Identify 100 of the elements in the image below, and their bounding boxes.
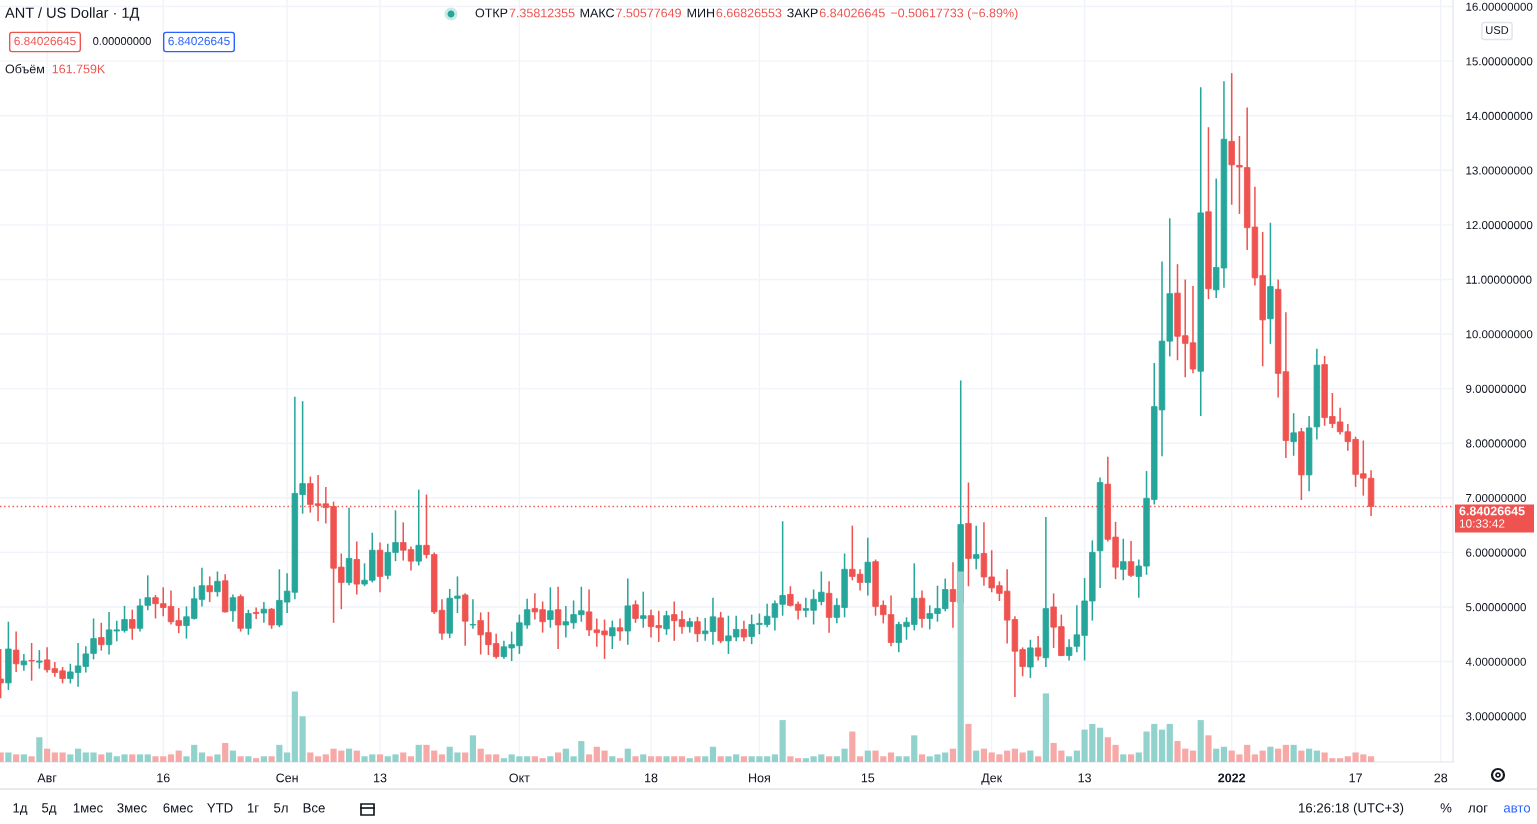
bar [647,756,655,762]
bar [314,756,322,762]
y-tick-label: 5.00000000 [1465,603,1526,612]
text: 10:33:42 [1459,519,1505,528]
bar [1120,754,1127,762]
bar [237,756,244,762]
candlestick [36,649,43,670]
chart-title: ANT / US Dollar · 1Д [5,7,140,21]
candlestick [415,488,422,567]
bar [167,754,175,762]
bar [678,756,686,762]
candlestick [260,601,268,624]
candlestick [632,599,639,624]
bar [407,756,415,762]
bar [795,758,802,762]
y-tick-label: 14.00000000 [1466,111,1533,121]
bar [5,752,12,762]
candlestick [20,653,28,672]
bar [1213,748,1220,762]
candlestick [1027,638,1034,679]
annotation: 6.84026645 [168,36,230,46]
bar [609,756,616,762]
bar [655,756,662,762]
bar [740,756,748,762]
candlestick [663,610,670,636]
annotation: 6.66826553 [716,8,782,18]
annotation: 7.50577649 [616,8,681,18]
bar [1066,756,1073,762]
candlestick [740,619,748,643]
bar [1220,746,1228,762]
bar [20,754,27,762]
bar [1158,729,1166,762]
bar [1197,720,1204,762]
bar [276,744,283,762]
text: 6мес [163,803,193,813]
candlestick [12,630,20,673]
bar [245,756,252,762]
bar [702,756,709,762]
bar [663,756,670,762]
x-tick-label: 28 [1434,773,1448,783]
bar [1096,727,1104,762]
annotation: ОТКР [475,8,508,18]
x-tick-label: Окт [509,773,530,783]
candlestick [616,617,624,642]
text: авто [1503,805,1531,813]
bar [260,756,267,762]
bar [1267,746,1274,762]
bar [632,756,639,762]
x-tick-label: 18 [645,773,658,783]
bar [918,754,926,762]
bar [1035,756,1042,762]
candlestick [28,642,35,682]
bar [949,748,957,762]
bar [222,742,229,762]
x-tick-label: 15 [861,773,875,783]
bar [1189,750,1197,762]
annotation: 161.759K [52,64,106,74]
bar [206,756,213,762]
bar [129,754,136,762]
candlestick [609,619,616,650]
bar [694,756,701,762]
bar [709,746,717,762]
annotation: −0.50617733 (−6.89%) [890,8,1018,20]
bar [524,756,531,762]
candlestick [694,616,701,643]
candlestick [252,606,260,620]
bar [1336,758,1344,762]
bar [462,752,469,762]
chart-title: Объём [5,64,44,74]
bar [299,716,306,762]
bar [1367,756,1375,762]
bar [105,752,113,762]
y-tick-label: 10.00000000 [1466,330,1533,339]
bar [400,752,407,762]
bar [624,748,631,762]
x-tick-label: Авг [37,773,57,783]
text: 3мес [117,803,147,813]
y-tick-label: 15.00000000 [1466,57,1533,66]
bar [616,758,624,762]
bar [307,752,314,762]
bar [44,748,51,762]
bar [175,750,182,762]
bar [640,754,647,762]
text: % [1440,803,1452,813]
bar [771,754,778,762]
bar [1275,748,1282,762]
y-tick-label: 7.00000000 [1466,493,1526,503]
y-tick-label: 12.00000000 [1466,221,1533,230]
bar [965,723,972,762]
x-tick-label: Ноя [749,773,770,783]
bar [856,756,864,762]
bar [585,754,593,762]
bar [802,758,809,762]
bar [779,720,786,762]
text: 5л [274,803,288,813]
bar [547,756,554,762]
candlestick [214,570,221,598]
bar [345,748,353,762]
bar [1166,723,1173,762]
bar [531,756,538,762]
